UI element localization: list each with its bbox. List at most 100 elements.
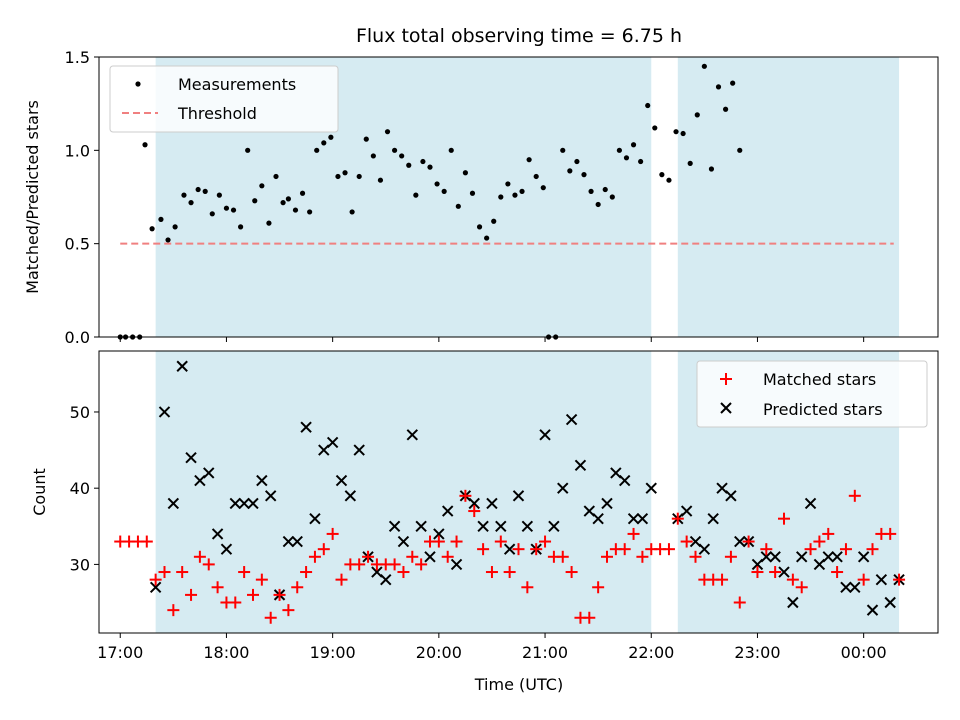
matched-star-point — [185, 588, 198, 601]
predicted-star-point — [778, 566, 790, 578]
predicted-star-point — [149, 581, 162, 593]
matched-star-point — [193, 550, 206, 563]
measurement-point — [567, 168, 573, 174]
measurement-point — [694, 112, 700, 118]
measurement-point — [399, 153, 405, 159]
matched-star-point — [291, 581, 304, 594]
matched-star-point — [583, 611, 596, 624]
top-axes-frame — [98, 56, 939, 338]
matched-star-point — [680, 535, 693, 548]
matched-star-point — [539, 535, 552, 548]
measurement-point — [165, 237, 171, 243]
matched-star-point — [246, 588, 259, 601]
legend-predicted-marker — [720, 402, 732, 414]
measurement-point — [630, 142, 637, 148]
measurement-point — [512, 192, 518, 198]
predicted-star-point — [769, 551, 781, 563]
predicted-star-point — [176, 360, 188, 372]
matched-star-point — [716, 573, 729, 586]
matched-star-point — [769, 566, 782, 579]
matched-star-point — [176, 566, 189, 579]
measurement-point — [349, 209, 355, 215]
matched-star-point — [149, 573, 162, 586]
measurement-point — [188, 200, 194, 206]
predicted-star-point — [380, 573, 392, 586]
matched-star-point — [238, 566, 251, 579]
matched-star-point — [300, 566, 313, 579]
predicted-star-point — [795, 551, 808, 563]
bottom-plot-panel: 30 40 50 17:00 18:00 19:00 20:00 21:00 22:00 23:0… — [30, 350, 939, 694]
measurement-point — [441, 188, 447, 194]
measurement-point — [730, 80, 736, 86]
measurement-point — [484, 235, 490, 241]
matched-star-point — [459, 489, 472, 502]
matched-star-point — [485, 566, 498, 579]
measurement-point — [181, 192, 187, 198]
matched-star-point — [893, 573, 906, 586]
predicted-star-point — [884, 596, 896, 609]
bottom-x-tick-label: 23:00 — [734, 643, 780, 662]
measurement-point — [659, 172, 665, 178]
matched-star-point — [627, 527, 640, 540]
measurement-point — [427, 164, 433, 170]
measurement-point — [701, 63, 707, 69]
matched-star-point — [264, 611, 277, 624]
matched-star-point — [335, 573, 348, 586]
matched-star-point — [406, 550, 419, 563]
measurement-point — [602, 186, 608, 193]
measurement-point — [149, 226, 155, 232]
top-legend-box — [109, 65, 339, 133]
legend-predicted-label: Predicted stars — [763, 400, 883, 419]
measurement-point — [230, 207, 237, 213]
predicted-star-point — [804, 497, 817, 510]
matched-star-point — [813, 535, 826, 548]
measurement-point — [314, 147, 320, 153]
measurement-point — [722, 106, 729, 112]
predicted-star-point — [238, 497, 250, 510]
bottom-x-tick-label: 17:00 — [97, 643, 143, 662]
matched-star-point — [848, 489, 861, 502]
matched-star-point — [512, 543, 525, 556]
predicted-star-point — [521, 520, 534, 533]
bottom-x-tick-label: 19:00 — [310, 643, 356, 662]
predicted-star-point — [264, 490, 277, 502]
matched-star-point — [450, 535, 463, 548]
measurement-point — [420, 158, 426, 165]
measurement-point — [245, 147, 251, 153]
predicted-star-point — [557, 482, 569, 494]
predicted-star-point — [707, 512, 719, 525]
measurement-point — [540, 185, 546, 191]
matched-star-point — [415, 558, 428, 571]
predicted-star-point — [406, 429, 419, 441]
bottom-x-tick-label: 22:00 — [628, 643, 674, 662]
bottom-x-axis-label: Time (UTC) — [474, 675, 563, 694]
matched-star-point — [795, 581, 808, 594]
measurement-point — [623, 155, 630, 161]
measurement-point — [476, 224, 483, 230]
matched-star-point — [317, 543, 330, 556]
bottom-x-tick-label: 18:00 — [203, 643, 249, 662]
predicted-star-point — [185, 451, 197, 464]
measurement-point — [216, 192, 222, 198]
bottom-y-axis-label: Count — [30, 468, 49, 516]
matched-star-point — [671, 512, 684, 525]
predicted-star-point — [388, 520, 401, 533]
matched-star-point — [521, 581, 534, 594]
top-legend: Measurements Threshold — [109, 65, 339, 133]
predicted-star-point — [158, 406, 171, 418]
predicted-star-point — [592, 512, 604, 525]
predicted-star-point — [477, 520, 489, 533]
measurement-point — [469, 190, 476, 196]
matched-star-point — [724, 550, 737, 563]
predicted-star-point — [256, 474, 268, 487]
measurement-point — [335, 173, 341, 180]
predicted-stars-points — [149, 360, 905, 616]
predicted-star-point — [618, 474, 631, 487]
matched-star-point — [468, 505, 481, 518]
predicted-star-point — [822, 551, 834, 563]
measurement-point — [172, 224, 178, 230]
measurement-point — [715, 84, 722, 90]
predicted-star-point — [397, 535, 410, 548]
measurement-point — [413, 192, 419, 198]
measurement-point — [259, 183, 265, 189]
